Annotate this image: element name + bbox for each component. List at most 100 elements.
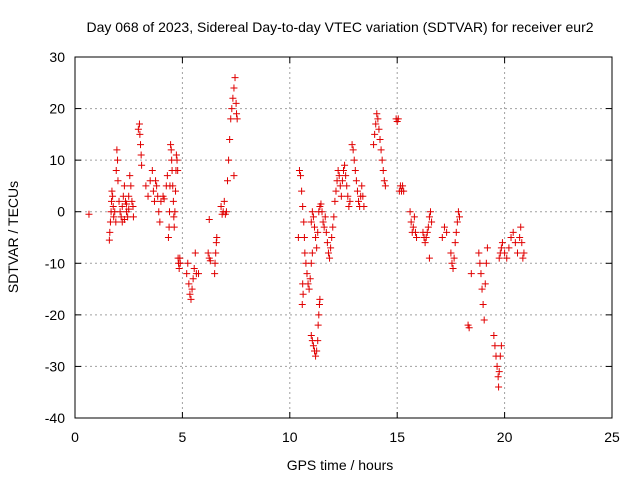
data-point: [220, 197, 228, 205]
data-point: [172, 151, 180, 159]
data-point: [331, 197, 339, 205]
data-point: [375, 125, 383, 133]
data-point: [373, 110, 381, 118]
x-tick-label: 20: [497, 429, 513, 445]
data-point: [477, 270, 485, 278]
data-point: [309, 342, 317, 350]
data-point: [451, 239, 459, 247]
data-point: [330, 213, 338, 221]
data-point: [204, 249, 212, 257]
data-point: [358, 182, 366, 190]
data-point: [313, 244, 321, 252]
data-point: [120, 215, 128, 223]
data-point: [138, 161, 146, 169]
data-point: [450, 254, 458, 262]
data-point: [300, 218, 308, 226]
data-point: [114, 177, 122, 185]
data-point: [189, 275, 197, 283]
data-point: [135, 120, 143, 128]
data-point: [380, 177, 388, 185]
data-point: [205, 215, 213, 223]
y-tick-label: 20: [49, 101, 65, 117]
data-point: [376, 136, 384, 144]
data-point: [495, 368, 503, 376]
data-point: [327, 244, 335, 252]
data-point: [422, 234, 430, 241]
x-tick-label: 25: [604, 429, 620, 445]
data-point: [233, 115, 241, 123]
data-point: [169, 197, 177, 205]
data-point: [299, 290, 307, 298]
data-point: [343, 182, 351, 190]
data-point: [400, 187, 408, 195]
data-point: [453, 218, 461, 226]
data-point: [328, 234, 336, 241]
data-point: [359, 192, 367, 200]
y-tick-label: -30: [45, 358, 65, 374]
data-point: [409, 223, 417, 231]
data-point: [448, 259, 456, 267]
data-point: [498, 239, 506, 247]
data-point: [144, 192, 152, 200]
data-point: [350, 156, 358, 164]
data-point: [126, 172, 134, 180]
data-point: [505, 244, 513, 252]
y-tick-label: -20: [45, 307, 65, 323]
data-point: [312, 352, 320, 360]
data-point: [517, 223, 525, 231]
data-point: [150, 197, 158, 205]
data-point: [480, 316, 488, 324]
data-point: [224, 177, 232, 185]
data-point: [447, 249, 455, 257]
data-point: [306, 275, 314, 283]
data-point: [113, 146, 121, 154]
x-tick-label: 10: [282, 429, 298, 445]
y-tick-label: 0: [57, 204, 65, 220]
data-point: [372, 120, 380, 128]
data-point: [160, 195, 168, 203]
data-point: [211, 259, 219, 267]
data-point: [109, 192, 117, 200]
data-point: [481, 280, 489, 288]
data-point: [217, 203, 225, 211]
data-point: [188, 285, 196, 293]
y-tick-label: -10: [45, 255, 65, 271]
data-point: [467, 270, 475, 278]
data-point: [195, 270, 203, 278]
data-point: [491, 342, 499, 350]
data-point: [425, 213, 433, 221]
data-point: [137, 141, 145, 149]
data-point: [360, 203, 368, 211]
data-point: [142, 182, 150, 190]
data-point: [156, 218, 164, 226]
data-point: [346, 197, 354, 205]
data-point: [337, 192, 345, 200]
data-point: [475, 249, 483, 257]
data-point: [490, 331, 498, 339]
data-point: [332, 187, 340, 195]
data-point: [440, 223, 448, 231]
data-point: [152, 177, 160, 185]
data-point: [110, 213, 118, 221]
data-point: [226, 136, 234, 144]
data-point: [452, 228, 460, 236]
x-axis-label: GPS time / hours: [287, 457, 394, 473]
data-point: [421, 239, 429, 247]
data-point: [493, 362, 501, 370]
data-point: [322, 228, 330, 236]
data-point: [304, 280, 312, 288]
data-point: [206, 257, 214, 265]
data-point: [509, 228, 517, 236]
data-point: [341, 161, 349, 169]
data-point: [518, 239, 526, 247]
data-point: [297, 172, 305, 180]
data-point: [112, 166, 120, 174]
data-point: [211, 270, 219, 278]
data-point: [167, 141, 175, 149]
data-point: [115, 197, 123, 205]
data-point: [335, 172, 343, 180]
data-point: [312, 234, 320, 241]
data-point: [233, 110, 241, 118]
data-point: [329, 223, 337, 231]
